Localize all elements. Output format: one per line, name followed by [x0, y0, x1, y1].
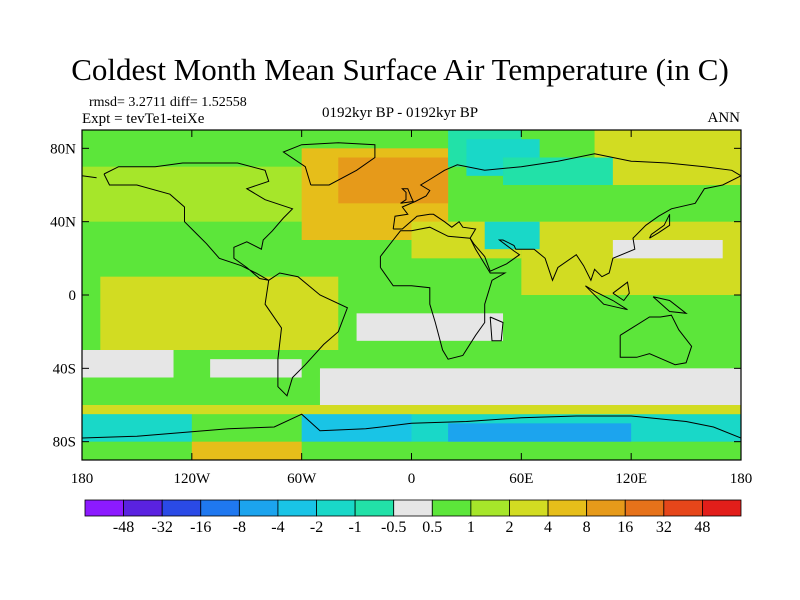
- field-region-12: [82, 350, 174, 378]
- coastline-4: [82, 175, 97, 179]
- coastline-14: [652, 296, 688, 314]
- period-label: 0192kyr BP - 0192kyr BP: [321, 105, 479, 121]
- field-region-7: [594, 130, 741, 185]
- coastline-5: [393, 175, 741, 282]
- colorbar-label: -0.5: [381, 519, 406, 536]
- lat-tick-label: 0: [69, 288, 77, 304]
- colorbar-label: 0.5: [422, 519, 442, 536]
- coastline-13: [612, 281, 630, 302]
- colorbar-label: 48: [694, 519, 710, 536]
- colorbar: -48 -32 -16 -8 -4 -2 -1 -0.5 0.5 1 2 4 8 16 32 48: [84, 499, 742, 536]
- colorbar-label: -1: [348, 519, 361, 536]
- field-region-17: [191, 441, 302, 460]
- coastline-12: [585, 285, 628, 311]
- colorbar-label: -8: [233, 519, 246, 536]
- field-region-21: [448, 423, 632, 442]
- colorbar-label: 1: [467, 519, 475, 536]
- colorbar-swatch: [702, 499, 742, 517]
- colorbar-label: -48: [113, 519, 134, 536]
- colorbar-swatch: [238, 499, 279, 517]
- lon-tick-label: 180: [730, 471, 753, 487]
- colorbar-swatch: [161, 499, 202, 517]
- colorbar-swatch: [316, 499, 356, 517]
- season-label: ANN: [707, 110, 741, 126]
- colorbar-swatch: [354, 499, 395, 517]
- colorbar-label: -32: [152, 519, 173, 536]
- colorbar-label: 8: [583, 519, 591, 536]
- temperature-field: [82, 130, 741, 460]
- colorbar-label: 16: [617, 519, 633, 536]
- colorbar-swatch: [586, 499, 626, 517]
- lat-tick-label: 80S: [53, 435, 76, 451]
- coastline-1: [264, 272, 349, 397]
- lon-tick-label: 120W: [173, 471, 211, 487]
- colorbar-swatch: [624, 499, 665, 517]
- lat-tick-label: 40S: [53, 361, 76, 377]
- field-region-16: [612, 240, 723, 259]
- lon-tick-label: 60E: [509, 471, 533, 487]
- rmsd-diff-label: rmsd= 3.2711 diff= 1.52558: [89, 95, 247, 110]
- coastline-0: [103, 162, 294, 281]
- colorbar-label: 2: [505, 519, 513, 536]
- coastline-9: [489, 316, 504, 342]
- colorbar-swatch: [663, 499, 703, 517]
- colorbar-swatch: [123, 499, 163, 517]
- colorbar-label: -2: [310, 519, 323, 536]
- field-region-15: [356, 313, 504, 341]
- coastline-10: [649, 214, 671, 239]
- field-region-2: [100, 276, 339, 350]
- map-title: Coldest Month Mean Surface Air Temperatu…: [71, 52, 729, 87]
- field-region-5: [338, 157, 449, 204]
- field-region-14: [319, 368, 741, 405]
- field-region-13: [210, 359, 302, 378]
- colorbar-swatch: [431, 499, 472, 517]
- colorbar-swatch: [84, 499, 124, 517]
- colorbar-swatch: [470, 499, 510, 517]
- longitude-axis: 180 120W 60W 0 60E 120E 180: [71, 130, 753, 487]
- colorbar-swatch: [393, 499, 433, 517]
- field-region-22: [82, 405, 741, 415]
- experiment-label: Expt = tevTe1-teiXe: [82, 111, 205, 127]
- colorbar-swatch: [509, 499, 549, 517]
- colorbar-swatch: [277, 499, 317, 517]
- coastline-6: [619, 314, 693, 366]
- lon-tick-label: 180: [71, 471, 94, 487]
- coastline-2: [379, 226, 507, 360]
- coastlines: [82, 142, 741, 439]
- lon-tick-label: 60W: [287, 471, 317, 487]
- colorbar-label: 4: [544, 519, 552, 536]
- lat-tick-label: 40N: [50, 215, 76, 231]
- lat-tick-label: 80N: [50, 141, 76, 157]
- colorbar-label: -16: [190, 519, 211, 536]
- lon-tick-label: 120E: [615, 471, 647, 487]
- coastline-3: [392, 153, 741, 230]
- colorbar-label: 32: [656, 519, 672, 536]
- coastline-7: [282, 142, 376, 186]
- coastline-8: [400, 188, 415, 204]
- field-region-10: [503, 157, 613, 185]
- lon-tick-label: 0: [408, 471, 416, 487]
- latitude-axis: 80N 40N 0 40S 80S: [50, 141, 741, 451]
- colorbar-swatch: [547, 499, 588, 517]
- coastline-11: [82, 413, 741, 439]
- colorbar-swatch: [200, 499, 240, 517]
- colorbar-label: -4: [271, 519, 284, 536]
